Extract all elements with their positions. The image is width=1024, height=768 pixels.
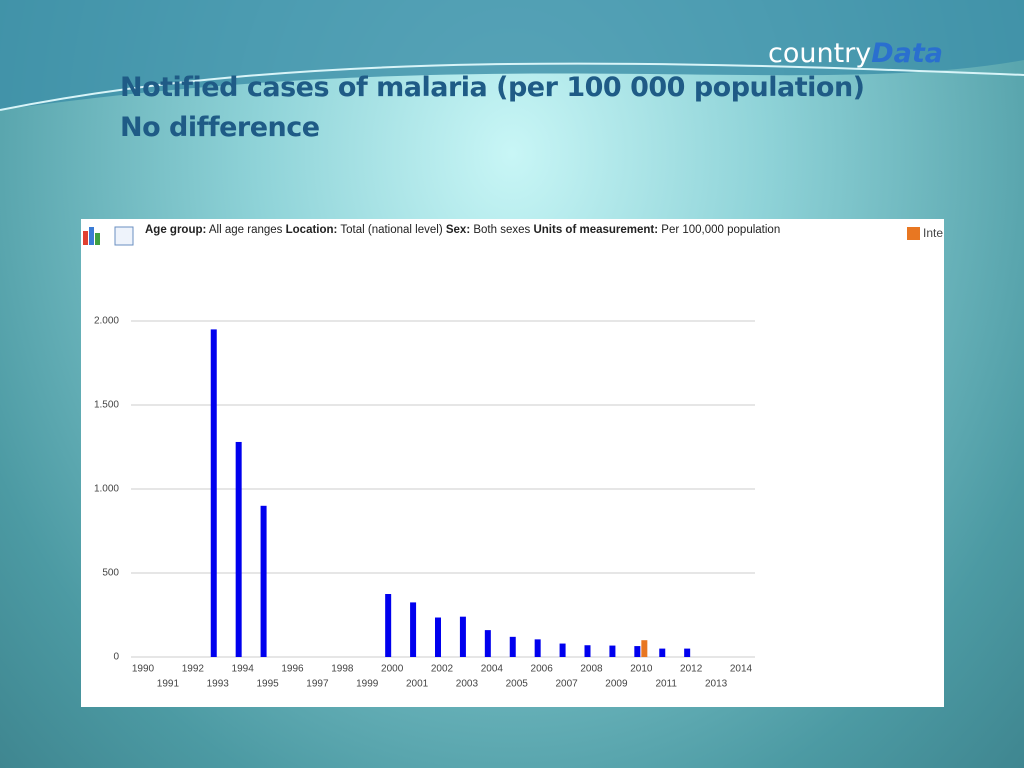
logo: countryData <box>768 38 943 69</box>
chart <box>83 226 134 246</box>
slide-title: Notified cases of malaria (per 100 000 p… <box>120 72 865 103</box>
filter-value: All age ranges <box>208 224 283 236</box>
table-icon[interactable] <box>114 226 134 246</box>
logo-text: country <box>768 38 872 69</box>
wave-decoration <box>0 0 1024 111</box>
filter-label: Units of measurement: <box>533 224 659 236</box>
filter-label: Age group: <box>145 224 207 236</box>
filter-value: Total (national level) <box>340 224 443 236</box>
filter-value: Both sexes <box>473 224 531 236</box>
logo-text: Data <box>871 38 944 69</box>
filter-value: Per 100,000 population <box>661 224 781 236</box>
chart-icon[interactable] <box>83 227 100 245</box>
filter-label: Sex: <box>445 224 471 236</box>
slide-subtitle: No difference <box>120 112 320 143</box>
filter-label: Location: <box>285 224 338 236</box>
chart-panel <box>81 219 944 707</box>
filter-bar: Age group: All age ranges Location: Tota… <box>145 224 780 236</box>
